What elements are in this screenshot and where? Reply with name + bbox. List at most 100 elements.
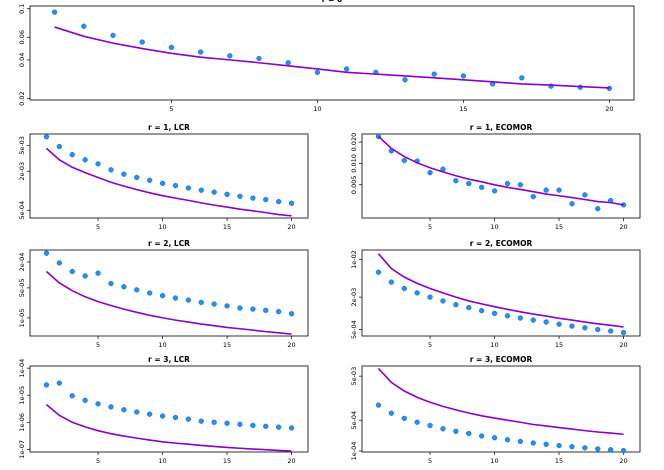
data-point — [134, 287, 140, 293]
data-point — [172, 295, 179, 301]
data-point — [121, 171, 127, 177]
data-point — [402, 77, 408, 83]
x-tick-label: 5 — [96, 341, 100, 349]
data-point — [227, 53, 233, 59]
data-point — [401, 157, 407, 164]
x-tick-label: 5 — [96, 223, 100, 231]
data-point — [250, 422, 256, 429]
y-tick-label: 2e-03 — [18, 162, 26, 181]
data-point — [620, 329, 627, 336]
data-point — [491, 435, 498, 441]
panel-title: r = 1, LCR — [148, 123, 190, 132]
y-tick-label: 5e-04 — [350, 320, 358, 339]
y-tick-label: 0.010 — [350, 154, 358, 173]
data-point — [556, 187, 562, 193]
data-point — [440, 298, 446, 304]
panel-r2-lcr: r = 2, LCR 5 10 15 20 1e-05 5e-05 2e-04 — [18, 239, 309, 349]
x-tick-label: 15 — [555, 223, 563, 231]
data-point — [543, 319, 549, 325]
data-point — [401, 415, 407, 422]
data-point — [121, 407, 127, 413]
data-point — [491, 310, 498, 317]
data-point — [504, 313, 511, 319]
data-point — [582, 445, 588, 451]
x-tick-label: 20 — [605, 105, 613, 113]
plot-frame — [361, 249, 641, 337]
plot-frame — [29, 365, 309, 453]
y-tick-label: 1e-04 — [350, 442, 358, 461]
data-point — [388, 410, 395, 416]
data-point — [224, 420, 230, 426]
data-point — [95, 270, 101, 276]
data-point — [460, 73, 467, 79]
data-point — [82, 273, 88, 279]
data-point — [56, 380, 62, 386]
data-point — [95, 161, 101, 167]
data-point — [211, 301, 217, 307]
data-point — [159, 413, 166, 419]
y-tick-label: 0.1 — [18, 4, 26, 14]
data-point — [51, 9, 58, 15]
data-point — [276, 198, 282, 205]
data-point — [197, 49, 204, 55]
x-tick-label: 15 — [459, 105, 467, 113]
panel-r3-ecomor: r = 3, ECOMOR 5 10 15 20 1e-04 5e-04 5e-03 — [350, 355, 641, 465]
data-point — [69, 152, 75, 158]
plot-frame — [29, 5, 635, 101]
y-tick-label: 5e-04 — [18, 201, 26, 220]
data-point — [185, 185, 192, 191]
x-tick-label: 10 — [158, 341, 166, 349]
fitted-curve — [377, 253, 624, 328]
x-tick-label: 10 — [490, 457, 498, 465]
data-point — [453, 178, 459, 184]
y-tick-label: 5e-05 — [18, 278, 26, 297]
x-tick-label: 15 — [223, 223, 231, 231]
y-tick-label: 0.06 — [18, 30, 26, 44]
data-point — [237, 305, 243, 311]
data-point — [263, 196, 269, 203]
x-tick-label: 5 — [169, 105, 173, 113]
x-tick-label: 5 — [96, 457, 100, 465]
x-tick-label: 5 — [428, 223, 432, 231]
data-point — [431, 71, 437, 77]
panel-title: r = 0 — [322, 0, 342, 4]
panel-title: r = 3, LCR — [148, 355, 190, 364]
data-point — [288, 425, 295, 431]
x-tick-label: 20 — [619, 457, 627, 465]
data-point — [211, 189, 217, 195]
data-point — [69, 393, 75, 399]
data-point — [121, 284, 127, 290]
data-point — [479, 184, 485, 190]
data-point — [504, 180, 511, 187]
data-point — [81, 23, 87, 29]
x-tick-label: 10 — [313, 105, 321, 113]
data-point — [530, 440, 536, 446]
data-point — [168, 44, 175, 51]
data-point — [198, 418, 204, 424]
y-tick-label: 1e-06 — [18, 413, 26, 432]
data-point — [147, 411, 153, 417]
panel-r0: r = 0 5 10 15 20 0.02 0.04 0.06 0.1 — [18, 0, 635, 113]
y-tick-label: 1e-02 — [350, 250, 358, 269]
data-point — [595, 206, 601, 212]
data-point — [95, 401, 101, 407]
fitted-curve — [45, 147, 292, 217]
x-tick-label: 20 — [287, 457, 295, 465]
y-tick-label: 5e-03 — [350, 367, 358, 386]
data-point — [517, 315, 523, 321]
data-point — [569, 444, 575, 450]
data-point — [288, 311, 295, 317]
y-tick-label: 0.005 — [350, 175, 358, 194]
data-point — [595, 446, 601, 452]
y-tick-label: 1e-04 — [18, 359, 26, 378]
data-point — [250, 306, 256, 312]
data-point — [224, 191, 230, 198]
x-tick-label: 15 — [223, 457, 231, 465]
data-point — [185, 416, 192, 422]
data-point — [43, 134, 50, 140]
data-point — [414, 290, 420, 296]
data-point — [285, 60, 291, 66]
panel-r1-ecomor: r = 1, ECOMOR 5 10 15 20 0.005 0.010 0.020 — [350, 123, 641, 231]
data-point — [582, 192, 588, 198]
